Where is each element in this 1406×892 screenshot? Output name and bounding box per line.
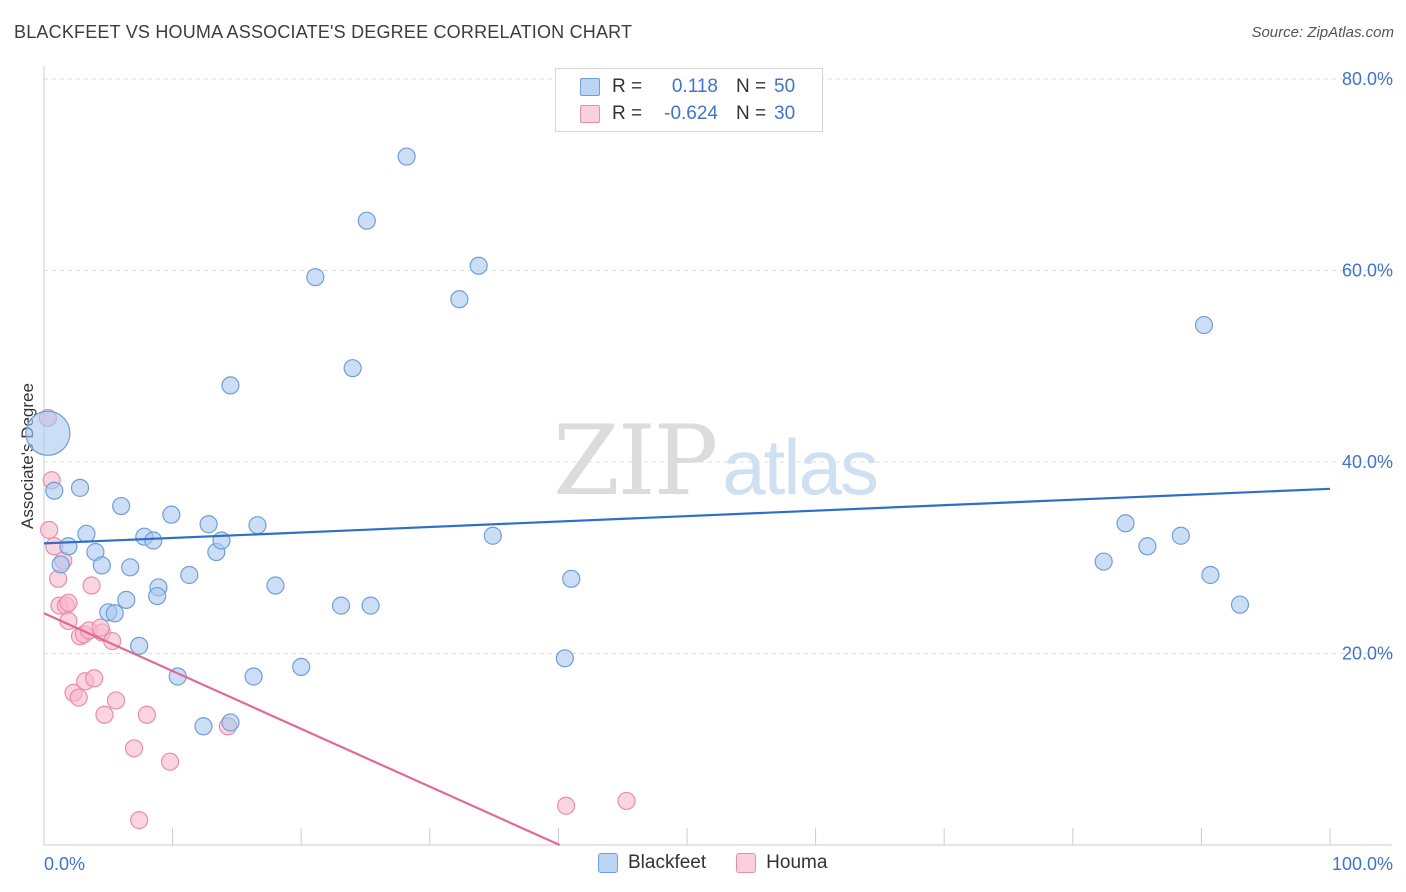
legend-label-houma: Houma xyxy=(766,852,828,873)
legend-row-houma: R = -0.624 N = 30 xyxy=(580,101,795,127)
r-label: R = xyxy=(612,103,643,124)
blackfeet-point xyxy=(1201,565,1220,585)
chart-source: Source: ZipAtlas.com xyxy=(1251,24,1394,41)
houma-point xyxy=(69,688,88,707)
legend-item-houma[interactable]: Houma xyxy=(736,852,827,874)
y-axis-title: Associate's Degree xyxy=(18,383,37,529)
blackfeet-point xyxy=(361,596,380,615)
blackfeet-point xyxy=(1094,552,1113,571)
houma-point xyxy=(82,576,101,595)
blackfeet-point xyxy=(483,526,502,545)
blackfeet-point xyxy=(1171,526,1190,545)
blackfeet-point xyxy=(194,717,213,736)
y-tick-label: 60.0% xyxy=(1342,261,1393,281)
blackfeet-point xyxy=(266,576,285,595)
blackfeet-point xyxy=(45,481,64,500)
series-legend: Blackfeet Houma xyxy=(598,852,857,874)
blackfeet-point xyxy=(117,590,136,609)
blackfeet-point xyxy=(469,256,488,275)
houma-point xyxy=(91,618,110,637)
blackfeet-point xyxy=(292,657,311,677)
watermark-zip: ZIP xyxy=(553,405,718,517)
houma-point xyxy=(85,669,104,688)
blackfeet-point xyxy=(112,496,131,516)
blackfeet-point xyxy=(70,478,90,497)
correlation-legend: R = 0.118 N = 50 R = -0.624 N = 30 xyxy=(555,68,823,132)
blackfeet-point xyxy=(180,565,199,585)
blackfeet-trend-line xyxy=(43,487,1331,545)
blackfeet-point xyxy=(306,268,325,287)
blackfeet-point xyxy=(1230,595,1250,614)
blackfeet-point xyxy=(331,596,351,615)
blackfeet-point xyxy=(130,636,149,655)
houma-point xyxy=(40,520,59,540)
chart-title: BLACKFEET VS HOUMA ASSOCIATE'S DEGREE CO… xyxy=(14,22,633,42)
r-value: 0.118 xyxy=(671,76,718,97)
blackfeet-point xyxy=(144,531,163,550)
blackfeet-point xyxy=(555,649,574,668)
blackfeet-point xyxy=(51,555,70,574)
y-tick-label: 20.0% xyxy=(1342,644,1393,664)
x-tick-label: 100.0% xyxy=(1332,854,1393,874)
n-label: N = xyxy=(736,76,767,97)
r-label: R = xyxy=(612,76,643,97)
blackfeet-point xyxy=(562,569,581,588)
n-label: N = xyxy=(736,103,767,124)
blackfeet-swatch xyxy=(580,78,600,96)
blackfeet-point xyxy=(343,359,362,378)
blackfeet-point xyxy=(1116,514,1135,533)
houma-point xyxy=(557,796,576,815)
blackfeet-point xyxy=(450,290,469,309)
zipatlas-watermark: ZIPatlas xyxy=(553,405,879,517)
houma-swatch xyxy=(736,853,757,873)
blackfeet-point xyxy=(59,537,78,556)
blackfeet-point xyxy=(77,524,96,543)
houma-point xyxy=(106,691,126,710)
watermark-atlas: atlas xyxy=(722,423,879,511)
blackfeet-point xyxy=(221,713,240,732)
blackfeet-point xyxy=(25,410,71,456)
blackfeet-point xyxy=(1138,537,1157,556)
y-tick-label: 40.0% xyxy=(1342,452,1393,472)
legend-item-blackfeet[interactable]: Blackfeet xyxy=(598,852,706,874)
y-tick-label: 80.0% xyxy=(1342,69,1393,89)
r-value: -0.624 xyxy=(664,103,718,124)
n-value: 30 xyxy=(774,103,796,124)
houma-point xyxy=(137,705,156,724)
blackfeet-point xyxy=(121,558,140,577)
blackfeet-point xyxy=(221,376,240,395)
houma-point xyxy=(124,739,144,758)
blackfeet-point xyxy=(148,586,167,606)
blackfeet-point xyxy=(162,505,181,524)
blackfeet-swatch xyxy=(598,853,618,873)
n-value: 50 xyxy=(774,76,796,97)
legend-label-blackfeet: Blackfeet xyxy=(628,852,707,873)
blackfeet-point xyxy=(105,604,124,623)
houma-swatch xyxy=(580,105,600,123)
blackfeet-point xyxy=(199,515,218,534)
blackfeet-point xyxy=(248,516,267,535)
houma-point xyxy=(95,705,114,724)
x-tick-label: 0.0% xyxy=(44,854,85,874)
houma-point xyxy=(617,791,636,811)
blackfeet-point xyxy=(1194,315,1214,335)
houma-point xyxy=(130,811,149,830)
blackfeet-point xyxy=(92,556,111,575)
legend-row-blackfeet: R = 0.118 N = 50 xyxy=(580,74,795,100)
houma-point xyxy=(59,593,78,612)
blackfeet-point xyxy=(244,667,263,686)
houma-trend-line xyxy=(43,612,561,847)
blackfeet-point xyxy=(357,211,376,230)
houma-point xyxy=(160,752,180,771)
blackfeet-point xyxy=(397,147,416,166)
